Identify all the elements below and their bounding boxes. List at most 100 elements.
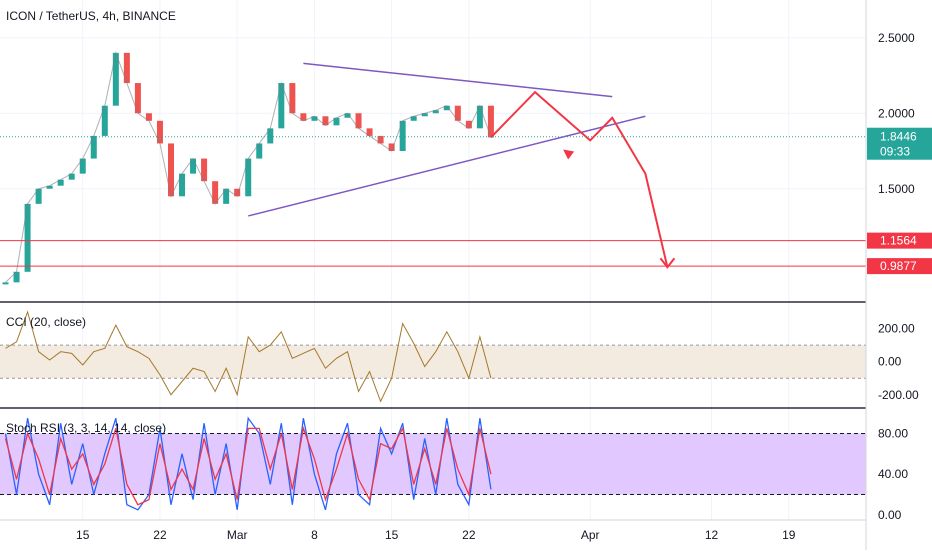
down-arrow-marker xyxy=(563,149,575,160)
price-axis[interactable]: 2.5000 2.0000 1.5000 xyxy=(878,31,915,196)
cci-axis[interactable]: 200.00 0.00 -200.00 xyxy=(878,322,919,402)
price-bar xyxy=(112,52,119,106)
price-bar xyxy=(13,271,20,283)
price-bar xyxy=(190,158,197,174)
price-bar xyxy=(399,120,406,151)
time-tick-label: 8 xyxy=(311,528,318,542)
cci-tick-label: -200.00 xyxy=(878,388,919,402)
price-bar xyxy=(377,135,384,144)
last-price-tag: 1.8446 09:33 xyxy=(867,127,932,160)
symbol-title: ICON / TetherUS, 4h, BINANCE xyxy=(6,9,176,23)
time-tick-label: Mar xyxy=(227,528,248,542)
price-bar xyxy=(267,128,274,144)
projection-path[interactable] xyxy=(490,90,676,269)
price-bar xyxy=(90,135,97,159)
cci-series xyxy=(5,310,492,403)
trendline xyxy=(248,115,646,217)
last-price-value: 1.8446 xyxy=(880,130,917,144)
stoch-band xyxy=(0,433,866,495)
price-bar xyxy=(234,188,241,197)
price-bar xyxy=(388,143,395,151)
price-bar xyxy=(201,158,208,182)
time-tick-label: 19 xyxy=(782,528,796,542)
trendline xyxy=(303,62,613,98)
price-bar xyxy=(443,105,450,111)
price-bar xyxy=(156,120,163,144)
level-tag-value: 0.9877 xyxy=(880,259,917,273)
price-series xyxy=(2,51,494,285)
time-tick-label: 15 xyxy=(385,528,399,542)
time-tick-label: Apr xyxy=(581,528,600,542)
cci-line xyxy=(5,310,492,403)
price-bar xyxy=(179,173,186,197)
stoch-tick-label: 0.00 xyxy=(878,508,902,522)
stoch-axis[interactable]: 80.00 40.00 0.00 xyxy=(878,426,908,521)
price-bar xyxy=(278,83,285,129)
level-tag-bg xyxy=(867,232,932,249)
time-tick-label: 12 xyxy=(705,528,719,542)
time-tick-label: 15 xyxy=(76,528,90,542)
price-bar xyxy=(432,110,439,114)
cci-tick-label: 200.00 xyxy=(878,322,915,336)
price-bar xyxy=(223,188,230,204)
price-bar xyxy=(476,105,483,129)
last-price-tag-bg xyxy=(867,127,932,160)
price-bar xyxy=(46,185,53,189)
projection-line xyxy=(490,90,669,268)
price-bar xyxy=(344,113,351,118)
price-bar xyxy=(57,179,64,186)
cci-title: CCI (20, close) xyxy=(6,315,86,329)
time-tick-label: 22 xyxy=(153,528,167,542)
triangle-trendlines[interactable] xyxy=(248,62,646,217)
price-bar xyxy=(123,52,130,84)
level-tag-value: 1.1564 xyxy=(880,234,917,248)
cci-band xyxy=(0,345,866,379)
price-bar xyxy=(311,116,318,121)
projection-arrowhead xyxy=(659,257,676,269)
price-bar xyxy=(454,105,461,121)
stoch-pane xyxy=(0,432,866,496)
price-tick-label: 2.5000 xyxy=(878,31,915,45)
stoch-tick-label: 40.00 xyxy=(878,467,908,481)
stoch-rsi-title: Stoch RSI (3, 3, 14, 14, close) xyxy=(6,421,166,435)
price-bar xyxy=(2,282,9,285)
price-bar xyxy=(256,143,263,159)
price-bar xyxy=(212,181,219,204)
price-bar xyxy=(167,143,174,197)
price-bar xyxy=(322,116,329,126)
time-axis[interactable]: 15 22 Mar 8 15 22 Apr 12 19 xyxy=(76,528,796,542)
price-bar xyxy=(355,113,362,129)
price-bar xyxy=(333,117,340,126)
price-bar xyxy=(465,120,472,129)
price-bar xyxy=(79,158,86,174)
bar-countdown: 09:33 xyxy=(880,145,910,159)
stoch-k-line xyxy=(4,416,492,511)
stoch-series xyxy=(4,416,492,511)
price-bar xyxy=(421,113,428,117)
price-bar xyxy=(68,173,75,180)
level-tags: 1.1564 0.9877 xyxy=(867,232,932,275)
price-bar xyxy=(24,203,31,272)
price-bar xyxy=(487,105,494,138)
stoch-d-line xyxy=(4,425,492,506)
price-bar xyxy=(134,83,141,114)
price-tick-label: 1.5000 xyxy=(878,182,915,196)
price-bar xyxy=(101,105,108,136)
price-bar xyxy=(245,158,252,197)
price-bar xyxy=(366,128,373,136)
cci-pane xyxy=(0,344,866,379)
price-bar xyxy=(289,83,296,114)
price-tick-label: 2.0000 xyxy=(878,106,915,120)
price-close-line xyxy=(5,51,492,283)
price-bar xyxy=(35,188,42,204)
cci-tick-label: 0.00 xyxy=(878,355,902,369)
price-bar xyxy=(145,113,152,121)
support-levels xyxy=(0,240,866,267)
time-tick-label: 22 xyxy=(462,528,476,542)
stoch-tick-label: 80.00 xyxy=(878,426,908,440)
price-bar xyxy=(300,113,307,121)
level-tag-bg xyxy=(867,258,932,275)
price-bar xyxy=(410,116,417,121)
